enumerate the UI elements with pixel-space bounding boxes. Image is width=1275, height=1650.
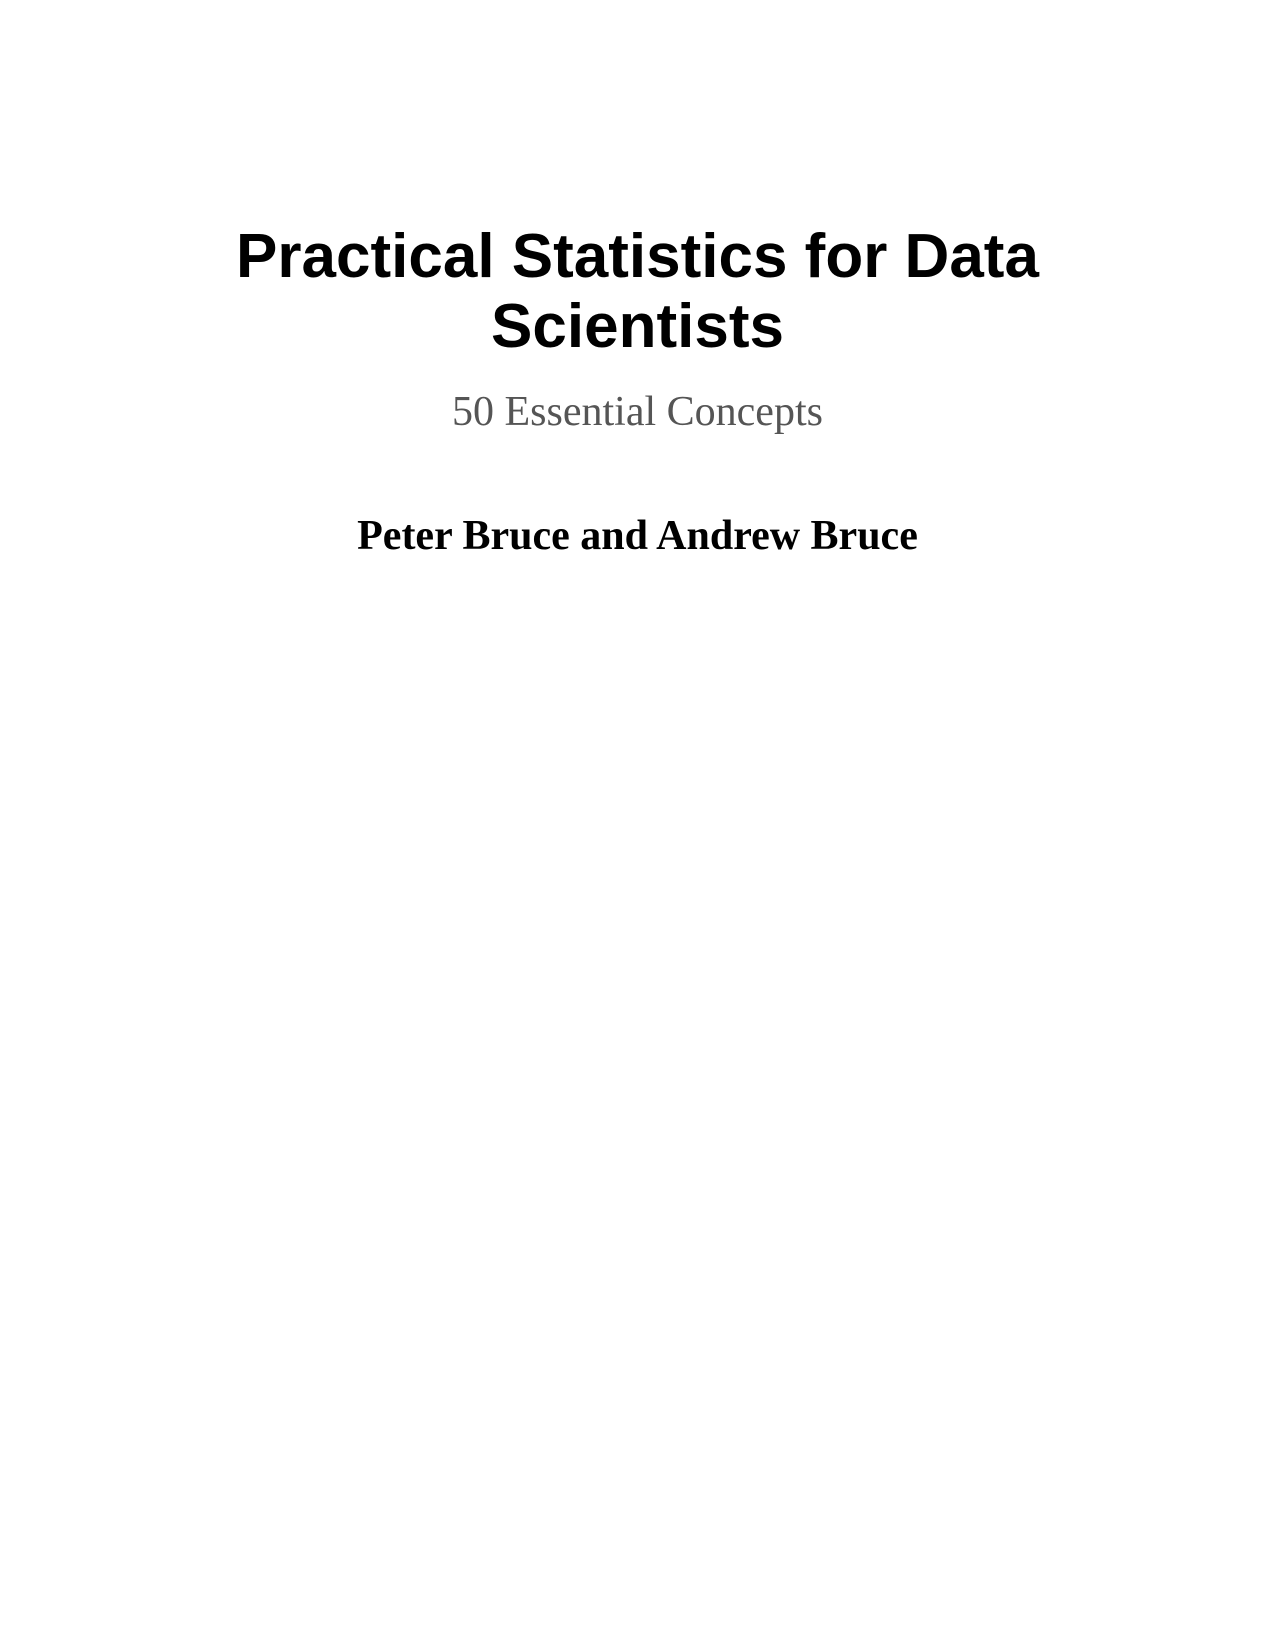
book-subtitle: 50 Essential Concepts: [452, 389, 823, 435]
book-title-line-2: Scientists: [491, 292, 784, 361]
book-title-line-1: Practical Statistics for Data: [236, 222, 1039, 291]
book-title: Practical Statistics for Data Scientists: [0, 222, 1275, 362]
book-authors: Peter Bruce and Andrew Bruce: [357, 513, 918, 559]
title-block: Practical Statistics for Data Scientists…: [0, 222, 1275, 436]
